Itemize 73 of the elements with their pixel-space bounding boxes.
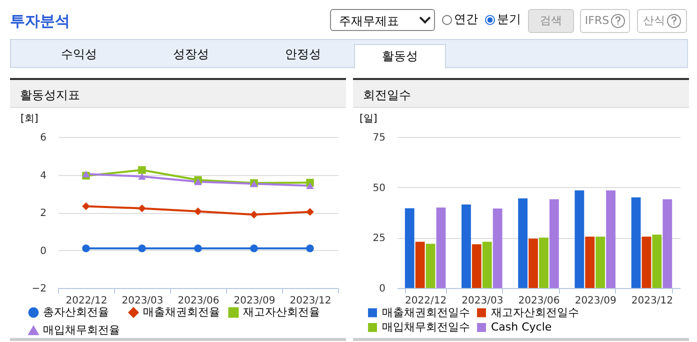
point — [306, 244, 314, 252]
bar — [596, 236, 606, 288]
y-tick-label: 25 — [372, 233, 386, 244]
bar — [492, 208, 502, 288]
button: 검색 — [528, 9, 574, 33]
point — [82, 244, 90, 252]
button: IFRS — [580, 9, 630, 33]
y-tick-label: 75 — [372, 132, 386, 144]
legend-label: 매입채무회전율 — [43, 324, 120, 336]
legend-label: Cash Cycle — [491, 320, 552, 334]
bar — [606, 190, 616, 288]
x-tick-label: 2022/12 — [66, 296, 108, 306]
point — [250, 210, 258, 218]
bar — [585, 236, 595, 288]
bar — [436, 207, 446, 288]
button: 산식 — [637, 9, 687, 33]
point — [250, 244, 258, 252]
y-tick-label: −2 — [32, 284, 46, 294]
x-tick-label: 2023/12 — [290, 296, 332, 306]
legend-label: 매출채권회전일수 — [382, 306, 470, 319]
bar — [528, 238, 538, 288]
point — [306, 182, 314, 190]
x-tick-label: 2023/09 — [574, 296, 616, 306]
x-tick-label: 2023/06 — [178, 296, 220, 306]
tab-strip: 수익성 성장성 안정성 활동성 — [10, 39, 688, 68]
bar — [652, 234, 662, 288]
x-tick-label: 2023/06 — [518, 296, 560, 306]
bar — [482, 242, 492, 288]
y-axis-title: [일] — [360, 114, 378, 124]
chart-title: 활동성지표 — [10, 78, 346, 108]
x-tick-label: 2023/03 — [122, 296, 164, 306]
y-tick-label: 6 — [40, 132, 46, 144]
y-axis-title: [회] — [20, 114, 38, 124]
bar — [549, 199, 559, 288]
point — [138, 244, 146, 252]
bar — [662, 199, 672, 288]
bar — [404, 208, 414, 288]
bar — [631, 197, 641, 288]
bar — [518, 198, 528, 288]
point — [306, 208, 314, 216]
y-tick-label: 50 — [372, 182, 386, 194]
text: 연간 — [454, 12, 478, 26]
legend-label: 재고자산회전율 — [243, 306, 320, 319]
bar — [539, 238, 548, 288]
legend-label: 매출채권회전율 — [143, 306, 220, 319]
chart-title: 회전일수 — [353, 78, 689, 108]
x-tick-label: 2022/12 — [405, 296, 447, 306]
bar — [574, 190, 584, 288]
y-tick-label: 4 — [40, 170, 46, 182]
x-tick-label: 2023/12 — [631, 296, 673, 306]
x-tick-label: 2023/03 — [462, 296, 504, 306]
point — [138, 166, 146, 174]
point — [194, 244, 202, 252]
point — [82, 202, 90, 210]
y-tick-label: 2 — [40, 208, 46, 219]
select-dropdown: 주재무제표 — [330, 9, 435, 31]
text: 투자분석 — [10, 12, 70, 31]
x-tick-label: 2023/09 — [234, 296, 276, 306]
point — [138, 204, 146, 212]
bar — [462, 204, 471, 288]
point — [138, 173, 146, 180]
bar — [472, 244, 482, 288]
y-tick-label: 0 — [379, 284, 386, 294]
bar — [415, 242, 425, 288]
legend-label: 재고자산회전일수 — [491, 306, 579, 319]
legend-label: 매입채무회전일수 — [382, 320, 470, 334]
point — [82, 170, 90, 178]
bar — [426, 244, 436, 288]
bar — [642, 236, 652, 288]
legend-label: 총자산회전율 — [43, 306, 109, 319]
point — [194, 207, 202, 216]
y-tick-label: 0 — [40, 246, 46, 257]
text: 분기 — [497, 12, 521, 26]
